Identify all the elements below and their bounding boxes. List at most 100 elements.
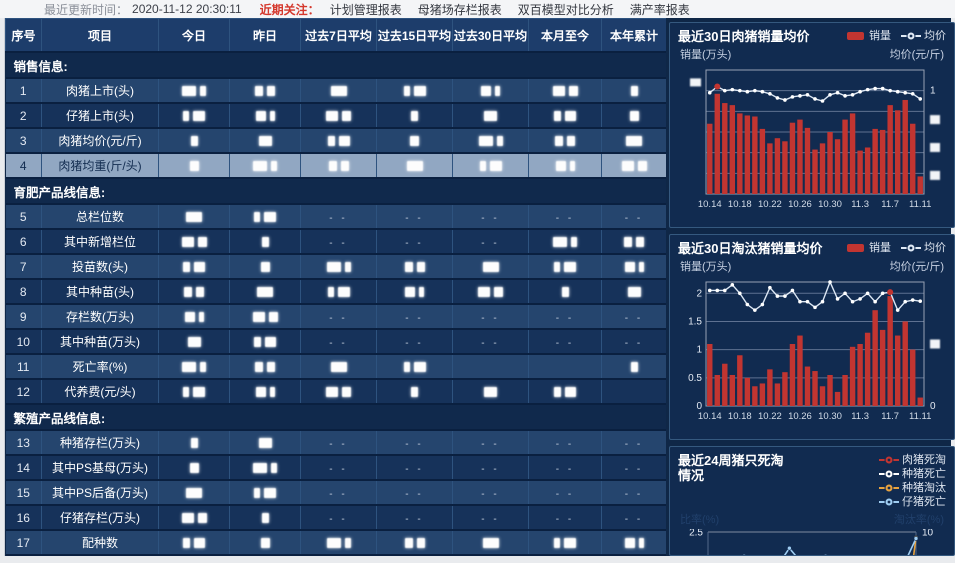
redacted-value bbox=[261, 513, 269, 524]
empty-value-dashes: - - bbox=[555, 212, 575, 224]
value-cell: - - bbox=[528, 505, 602, 531]
redacted-value bbox=[258, 438, 272, 449]
value-cell bbox=[528, 279, 602, 305]
redacted-value bbox=[478, 136, 493, 147]
redacted-value bbox=[554, 262, 560, 273]
redacted-value bbox=[564, 262, 576, 273]
row-number: 1 bbox=[5, 78, 42, 104]
value-cell bbox=[300, 254, 377, 280]
value-cell: - - bbox=[376, 455, 453, 481]
report-table-wrap: 序号 项目 今日 昨日 过去7日平均 过去15日平均 过去30日平均 本月至今 本年累计 销售信… bbox=[4, 18, 666, 556]
redacted-value bbox=[198, 312, 204, 323]
legend-item-均价[interactable]: 均价 bbox=[901, 241, 946, 255]
table-row-15[interactable]: 15 其中PS后备(万头) - - - - - - - - - - bbox=[5, 480, 666, 506]
table-row-3[interactable]: 3 肉猪均价(元/斤) bbox=[5, 128, 666, 154]
redacted-value bbox=[344, 262, 351, 273]
empty-value-dashes: - - bbox=[329, 513, 348, 525]
value-cell bbox=[601, 555, 666, 556]
redacted-value bbox=[482, 262, 499, 273]
svg-text:1: 1 bbox=[696, 345, 702, 356]
value-cell bbox=[158, 204, 230, 230]
topbar-report-link-3[interactable]: 双百模型对比分析 bbox=[517, 2, 614, 17]
legend-item-肉猪死淘[interactable]: 肉猪死淘 bbox=[879, 453, 946, 467]
legend-item-销量[interactable]: 销量 bbox=[846, 29, 891, 43]
chart-title: 最近30日淘汰猪销量均价 bbox=[678, 241, 823, 256]
value-cell bbox=[528, 354, 602, 380]
redacted-value bbox=[624, 262, 635, 273]
y-axis-right-label: 均价(元/斤) bbox=[889, 261, 944, 273]
value-cell bbox=[601, 254, 666, 280]
legend-item-销量[interactable]: 销量 bbox=[846, 241, 891, 255]
table-row-16[interactable]: 16 仔猪存栏(万头) - - - - - - - - - - bbox=[5, 505, 666, 531]
redacted-value bbox=[568, 86, 578, 97]
svg-text:10.30: 10.30 bbox=[818, 199, 842, 210]
redacted-value bbox=[264, 488, 276, 499]
table-row-18[interactable]: 18分娩窝数 bbox=[5, 555, 666, 556]
empty-value-dashes: - - bbox=[329, 337, 348, 349]
value-cell bbox=[158, 455, 230, 481]
table-row-8[interactable]: 8 其中种苗(头) bbox=[5, 279, 666, 305]
table-row-12[interactable]: 12 代养费(元/头) bbox=[5, 379, 666, 405]
empty-value-dashes: - - bbox=[624, 513, 644, 525]
value-cell: - - bbox=[300, 329, 377, 355]
table-row-6[interactable]: 6 其中新增栏位 - - - - - - bbox=[5, 229, 666, 255]
empty-value-dashes: - - bbox=[405, 488, 424, 500]
redacted-value bbox=[181, 513, 194, 524]
y-axis-right-label: 均价(元/斤) bbox=[889, 49, 944, 61]
chart-legend: 销量 均价 bbox=[836, 241, 946, 255]
topbar-report-link-2[interactable]: 母猪场存栏报表 bbox=[417, 2, 502, 17]
row-number: 12 bbox=[5, 379, 42, 405]
legend-item-种猪死亡[interactable]: 种猪死亡 bbox=[879, 467, 946, 481]
svg-text:10.14: 10.14 bbox=[698, 411, 722, 422]
table-row-11[interactable]: 11 死亡率(%) bbox=[5, 354, 666, 380]
table-row-9[interactable]: 9 存栏数(万头) - - - - - - - - - - bbox=[5, 304, 666, 330]
redacted-value bbox=[621, 161, 634, 172]
legend-item-种猪淘汰[interactable]: 种猪淘汰 bbox=[879, 481, 946, 495]
table-row-14[interactable]: 14 其中PS基母(万头) - - - - - - - - - - bbox=[5, 455, 666, 481]
value-cell bbox=[229, 229, 301, 255]
redacted-value bbox=[554, 387, 561, 398]
redacted-value bbox=[627, 287, 641, 298]
value-cell: - - bbox=[601, 455, 666, 481]
table-row-10[interactable]: 10 其中种苗(万头) - - - - - - - - - - bbox=[5, 329, 666, 355]
value-cell: - - bbox=[376, 229, 453, 255]
empty-value-dashes: - - bbox=[624, 488, 644, 500]
multi-line-chart: 2.521.51086 bbox=[689, 529, 934, 555]
value-cell bbox=[452, 279, 529, 305]
redacted-value bbox=[624, 538, 635, 549]
table-row-5[interactable]: 5 总栏位数 - - - - - - - - - - bbox=[5, 204, 666, 230]
topbar-report-link-4[interactable]: 满产率报表 bbox=[629, 2, 690, 17]
legend-item-仔猪死亡[interactable]: 仔猪死亡 bbox=[879, 495, 946, 509]
column-header-6: 过去15日平均 bbox=[376, 18, 453, 53]
redacted-value bbox=[404, 262, 413, 273]
value-cell bbox=[376, 153, 453, 179]
value-cell bbox=[376, 530, 453, 556]
topbar-report-link-1[interactable]: 计划管理报表 bbox=[329, 2, 402, 17]
y-axis-left-label: 销量(万头) bbox=[680, 49, 732, 61]
row-number: 4 bbox=[5, 153, 42, 179]
redacted-value bbox=[183, 538, 190, 549]
table-row-1[interactable]: 1 肉猪上市(头) bbox=[5, 78, 666, 104]
redacted-value bbox=[326, 262, 341, 273]
table-row-13[interactable]: 13 种猪存栏(万头) - - - - - - - - - - bbox=[5, 430, 666, 456]
section-header-row: 育肥产品线信息: bbox=[5, 178, 666, 205]
empty-value-dashes: - - bbox=[481, 212, 500, 224]
table-row-4[interactable]: 4 肉猪均重(斤/头) bbox=[5, 153, 666, 179]
table-row-17[interactable]: 17 配种数 bbox=[5, 530, 666, 556]
table-row-7[interactable]: 7 投苗数(头) bbox=[5, 254, 666, 280]
value-cell bbox=[229, 430, 301, 456]
value-cell bbox=[158, 153, 230, 179]
legend-item-均价[interactable]: 均价 bbox=[901, 29, 946, 43]
section-header-row: 繁殖产品线信息: bbox=[5, 404, 666, 431]
empty-value-dashes: - - bbox=[555, 513, 575, 525]
svg-text:10: 10 bbox=[922, 529, 934, 539]
table-row-2[interactable]: 2 仔猪上市(头) bbox=[5, 103, 666, 129]
redacted-value bbox=[254, 212, 260, 223]
redacted-value bbox=[186, 212, 202, 223]
value-cell bbox=[376, 254, 453, 280]
column-header-1: 序号 bbox=[5, 18, 42, 53]
row-number: 11 bbox=[5, 354, 42, 380]
redacted-value bbox=[638, 538, 644, 549]
chart-panel-mortality: 最近24周猪只死淘情况 肉猪死淘 种猪死亡 种猪淘汰 仔猪死亡 比率(%) 淘汰率(%… bbox=[669, 446, 955, 556]
redacted-value bbox=[638, 262, 644, 273]
